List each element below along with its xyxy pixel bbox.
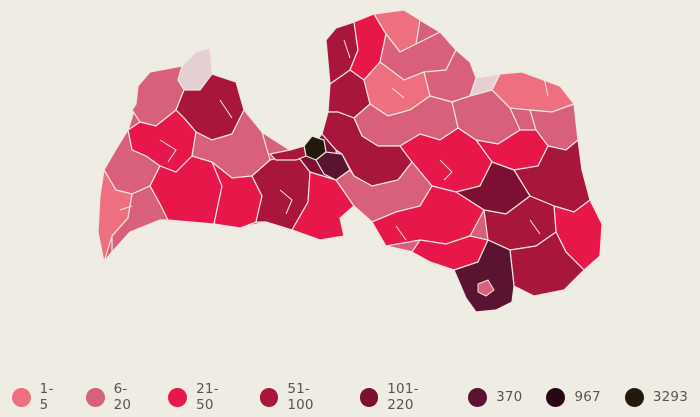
legend-item: 101-220	[359, 381, 445, 413]
region-daugavpils	[453, 239, 515, 313]
region-kraslava	[509, 231, 585, 297]
legend-swatch	[468, 387, 488, 407]
legend-label: 101-220	[387, 381, 419, 413]
latvia-choropleth-map	[97, 9, 603, 313]
legend-item: 3293	[624, 387, 688, 407]
legend-swatch	[259, 387, 279, 407]
legend-label: 3293	[652, 389, 688, 405]
legend-item: 6-20	[85, 381, 145, 413]
region-jurmala	[268, 145, 307, 161]
legend-swatch	[546, 387, 566, 407]
legend-swatch	[359, 387, 379, 407]
municipality-borders	[119, 39, 549, 241]
legend-item: 51-100	[259, 381, 336, 413]
legend-item: 370	[468, 387, 523, 407]
legend-swatch	[12, 387, 31, 407]
legend-item: 967	[546, 387, 601, 407]
legend-item: 21-50	[168, 381, 235, 413]
legend: 1-5 6-20 21-50 51-100 101-220 370 967 32…	[0, 381, 700, 413]
legend-label: 370	[496, 389, 523, 405]
legend-label: 6-20	[113, 381, 132, 413]
legend-label: 1-5	[39, 381, 54, 413]
legend-label: 21-50	[196, 381, 219, 413]
legend-label: 51-100	[287, 381, 314, 413]
legend-swatch	[85, 387, 105, 407]
legend-label: 967	[574, 389, 601, 405]
legend-swatch	[168, 387, 188, 407]
region-daugavpils-city	[477, 279, 495, 297]
legend-item: 1-5	[12, 381, 62, 413]
legend-swatch	[624, 387, 644, 407]
region-priekule	[111, 185, 169, 254]
